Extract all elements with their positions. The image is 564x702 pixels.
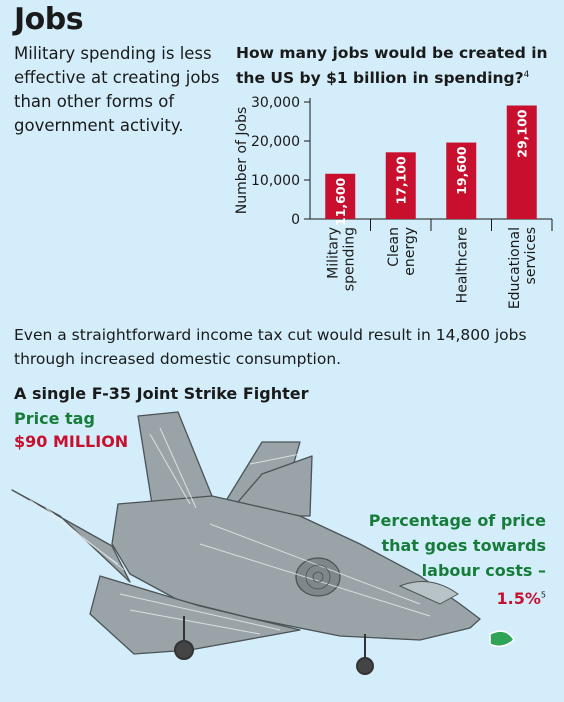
- labour-cost-label: Percentage of price that goes towards la…: [368, 511, 546, 580]
- rear-landing-wheel: [174, 640, 194, 660]
- green-nose-cone: [489, 630, 515, 647]
- bar-0: [325, 173, 356, 219]
- category-label: Healthcare: [454, 227, 470, 303]
- horizontal-stabilizer: [11, 489, 131, 583]
- category-label: energy: [402, 227, 418, 276]
- y-tick-label: 0: [291, 212, 300, 228]
- labour-cost-footnote: 5: [540, 591, 546, 600]
- bar-value-label: 19,600: [454, 146, 469, 195]
- fuselage: [111, 495, 481, 641]
- chart-title-text: How many jobs would be created in the US…: [236, 44, 548, 88]
- y-tick-label: 30,000: [251, 95, 300, 111]
- bar-value-label: 11,600: [333, 177, 348, 226]
- labour-cost-block: Percentage of price that goes towards la…: [346, 508, 546, 611]
- y-tick-label: 10,000: [251, 173, 300, 189]
- labour-cost-value: 1.5%5: [497, 589, 546, 608]
- y-axis-label: Number of Jobs: [234, 107, 250, 215]
- bar-3: [506, 105, 537, 219]
- bar-2: [446, 142, 477, 219]
- page-heading: Jobs: [14, 2, 84, 37]
- f35-jet-illustration: [11, 411, 515, 675]
- f35-title: A single F-35 Joint Strike Fighter: [14, 384, 309, 403]
- chart-title-footnote: 4: [523, 70, 530, 80]
- y-tick-label: 20,000: [251, 134, 300, 150]
- engine-fan: [295, 557, 341, 597]
- cockpit-canopy: [398, 581, 459, 605]
- jobs-bar-chart: Number of Jobs 0 10,000 20,000 30,000 11,600M…: [234, 95, 553, 309]
- chart-title: How many jobs would be created in the US…: [236, 42, 564, 89]
- category-label: Educational: [507, 227, 523, 309]
- front-landing-wheel: [356, 657, 374, 675]
- category-label: Military: [325, 227, 341, 279]
- bar-value-label: 29,100: [514, 109, 529, 158]
- tax-cut-paragraph: Even a straightforward income tax cut wo…: [14, 326, 527, 368]
- category-label: services: [523, 227, 539, 284]
- price-tag-value: $90 MILLION: [14, 432, 129, 451]
- price-tag-label: Price tag: [14, 409, 95, 428]
- category-label: spending: [341, 227, 357, 291]
- bar-1: [385, 152, 416, 219]
- bar-value-label: 17,100: [393, 156, 408, 205]
- labour-cost-percent: 1.5%: [496, 589, 541, 609]
- intro-text: Military spending is less effective at c…: [14, 44, 220, 135]
- category-label: Clean: [386, 227, 402, 267]
